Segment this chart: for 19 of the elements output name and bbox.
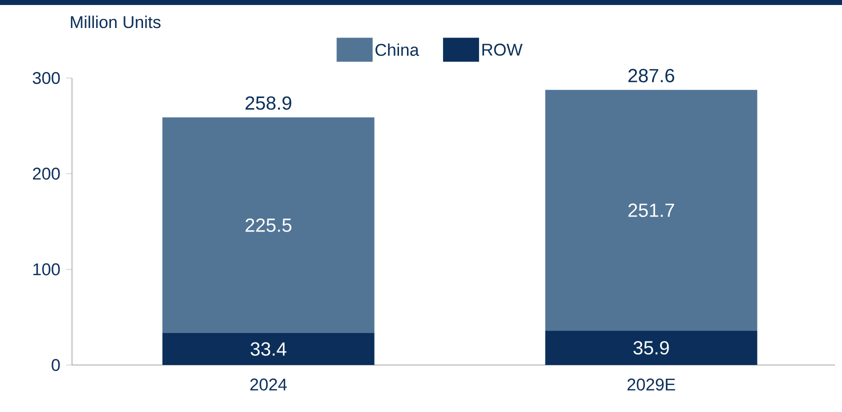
- bar: [545, 330, 758, 365]
- bar: [162, 333, 374, 365]
- x-tick-label: 2029E: [628, 378, 676, 391]
- bar: [162, 117, 374, 334]
- data-label: 225.5: [246, 218, 292, 232]
- legend-label: ROW: [482, 44, 523, 56]
- bar: [545, 90, 758, 331]
- data-label: 251.7: [628, 204, 674, 217]
- y-tick-label: 100: [33, 263, 60, 276]
- x-tick-label: 2024: [250, 378, 287, 391]
- y-tick-label: 300: [32, 72, 60, 84]
- total-label: 287.6: [628, 68, 674, 82]
- y-tick-label: 0: [52, 358, 60, 372]
- y-tick-label: 200: [32, 168, 60, 180]
- data-label: 33.4: [250, 342, 286, 356]
- y-axis-title: Million Units: [70, 16, 161, 28]
- data-label: 35.9: [633, 341, 669, 355]
- legend-label: China: [376, 43, 420, 56]
- total-label: 258.9: [246, 96, 292, 110]
